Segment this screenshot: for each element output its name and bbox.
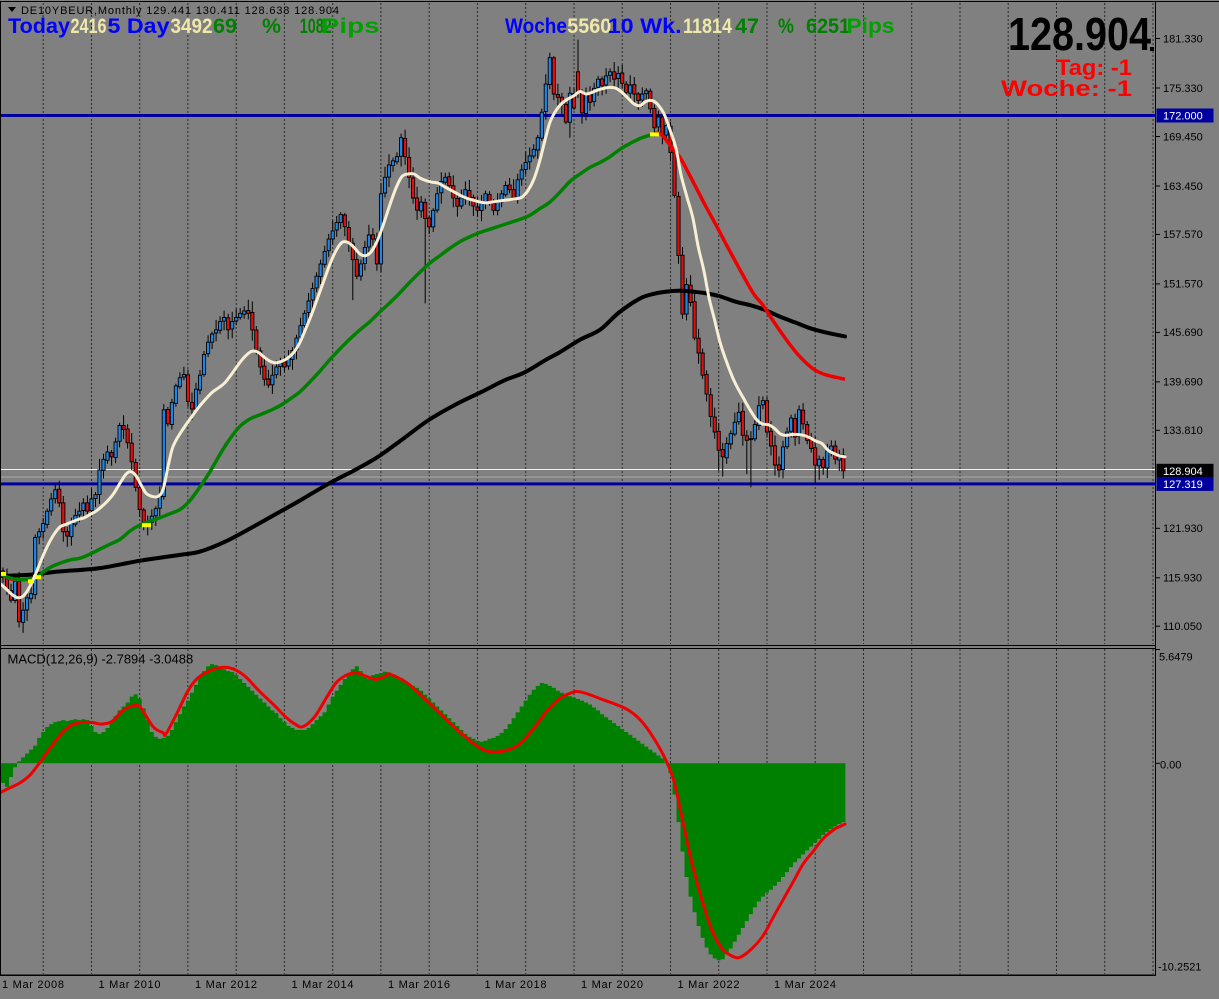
svg-text:163.450: 163.450 [1163,181,1203,193]
svg-text:11814: 11814 [683,15,732,38]
svg-text:1 Mar 2014: 1 Mar 2014 [292,979,354,991]
svg-text:128.904: 128.904 [1163,466,1203,478]
svg-text:Pips: Pips [847,15,895,38]
svg-text:169.450: 169.450 [1163,131,1203,143]
svg-text:1 Mar 2012: 1 Mar 2012 [195,979,257,991]
svg-text:2416: 2416 [71,15,107,38]
svg-text:133.810: 133.810 [1163,425,1203,437]
svg-text:MACD(12,26,9) -2.7894 -3.0488: MACD(12,26,9) -2.7894 -3.0488 [8,652,194,667]
svg-text:10 Wk.: 10 Wk. [608,15,682,38]
svg-text:172.000: 172.000 [1163,111,1203,123]
svg-text:1 Mar 2022: 1 Mar 2022 [678,979,740,991]
svg-text:1082: 1082 [300,15,332,38]
svg-text:Tag: -1: Tag: -1 [1056,55,1132,80]
svg-text:5 Day: 5 Day [108,15,170,38]
svg-text:139.690: 139.690 [1163,377,1203,389]
svg-text:Woche: -1: Woche: -1 [1001,76,1132,101]
svg-text:DE10YBEUR,Monthly 129.441 130: DE10YBEUR,Monthly 129.441 130.411 128.63… [21,5,339,17]
svg-text:1 Mar 2008: 1 Mar 2008 [2,979,64,991]
svg-text:1 Mar 2016: 1 Mar 2016 [388,979,450,991]
svg-text:1 Mar 2018: 1 Mar 2018 [485,979,547,991]
svg-text:5.6479: 5.6479 [1159,652,1193,664]
svg-text:%: % [778,15,794,38]
svg-text:47: 47 [735,15,759,38]
svg-text:110.050: 110.050 [1163,621,1202,633]
svg-text:175.330: 175.330 [1163,83,1203,95]
svg-text:151.570: 151.570 [1163,279,1203,291]
svg-text:127.319: 127.319 [1163,479,1203,491]
svg-text:Woche: Woche [505,15,567,38]
svg-text:128.904: 128.904 [1008,8,1151,60]
svg-text:145.690: 145.690 [1163,327,1203,339]
svg-text:121.930: 121.930 [1163,523,1203,535]
svg-text:1 Mar 2010: 1 Mar 2010 [99,979,161,991]
svg-text:6251: 6251 [806,15,850,38]
svg-text:1 Mar 2020: 1 Mar 2020 [581,979,643,991]
svg-text:69: 69 [213,15,237,38]
svg-text:Today: Today [8,15,70,38]
svg-text:3492: 3492 [171,15,213,38]
svg-text:-10.2521: -10.2521 [1158,962,1201,974]
svg-text:Pips: Pips [321,15,380,38]
svg-text:0.00: 0.00 [1160,759,1181,771]
svg-text:1 Mar 2024: 1 Mar 2024 [774,979,836,991]
svg-text:181.330: 181.330 [1163,33,1203,45]
svg-text:157.570: 157.570 [1163,229,1203,241]
svg-text:115.930: 115.930 [1163,573,1202,585]
svg-text:5560: 5560 [567,15,611,38]
svg-text:%: % [262,15,281,38]
